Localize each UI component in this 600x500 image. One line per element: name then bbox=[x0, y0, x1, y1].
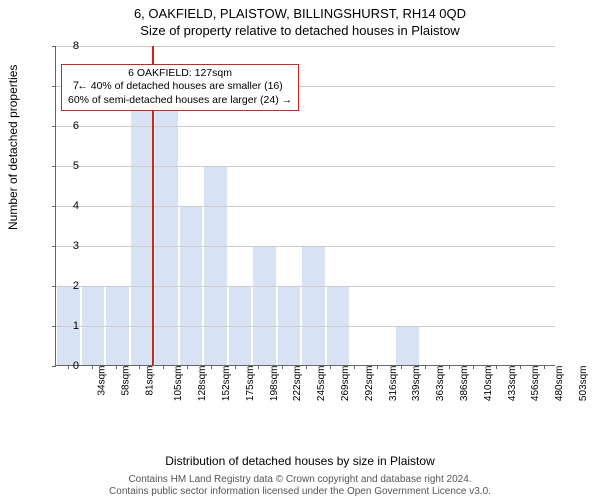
annotation-line: 60% of semi-detached houses are larger (… bbox=[68, 94, 292, 108]
annotation-box: 6 OAKFIELD: 127sqm← 40% of detached hous… bbox=[61, 64, 299, 111]
histogram-bar bbox=[81, 285, 106, 365]
footer-line-2: Contains public sector information licen… bbox=[0, 486, 600, 498]
xtick-label: 175sqm bbox=[245, 366, 256, 402]
ytick-label: 6 bbox=[73, 120, 79, 132]
plot-area: 34sqm58sqm81sqm105sqm128sqm152sqm175sqm1… bbox=[55, 46, 555, 366]
footer-line-1: Contains HM Land Registry data © Crown c… bbox=[0, 474, 600, 486]
xtick-label: 503sqm bbox=[578, 366, 589, 402]
xtick-mark bbox=[473, 365, 474, 369]
gridline bbox=[56, 246, 555, 247]
xtick-mark bbox=[401, 365, 402, 369]
histogram-bar bbox=[105, 285, 130, 365]
xtick-label: 34sqm bbox=[96, 366, 107, 396]
xtick-mark bbox=[258, 365, 259, 369]
ytick-mark bbox=[52, 246, 56, 247]
xtick-label: 410sqm bbox=[483, 366, 494, 402]
histogram-bar bbox=[154, 85, 179, 365]
xtick-mark bbox=[425, 365, 426, 369]
xtick-mark bbox=[330, 365, 331, 369]
histogram-bar bbox=[203, 165, 228, 365]
xtick-label: 316sqm bbox=[388, 366, 399, 402]
title-sub: Size of property relative to detached ho… bbox=[0, 21, 600, 38]
ytick-mark bbox=[52, 126, 56, 127]
ytick-label: 3 bbox=[73, 240, 79, 252]
ytick-mark bbox=[52, 206, 56, 207]
xtick-mark bbox=[163, 365, 164, 369]
xtick-label: 269sqm bbox=[340, 366, 351, 402]
xtick-label: 339sqm bbox=[412, 366, 423, 402]
xtick-label: 456sqm bbox=[531, 366, 542, 402]
ytick-label: 2 bbox=[73, 280, 79, 292]
annotation-line: 6 OAKFIELD: 127sqm bbox=[68, 67, 292, 81]
histogram-bar bbox=[179, 205, 204, 365]
y-axis-label: Number of detached properties bbox=[6, 65, 20, 230]
xtick-label: 81sqm bbox=[144, 366, 155, 396]
xtick-mark bbox=[544, 365, 545, 369]
xtick-label: 292sqm bbox=[364, 366, 375, 402]
annotation-line: ← 40% of detached houses are smaller (16… bbox=[68, 80, 292, 94]
xtick-mark bbox=[139, 365, 140, 369]
xtick-mark bbox=[92, 365, 93, 369]
ytick-label: 7 bbox=[73, 80, 79, 92]
xtick-label: 105sqm bbox=[173, 366, 184, 402]
plot-wrap: 34sqm 58sqm 81sqm 105sqm 128sqm 152sqm 175sqm 1… bbox=[55, 46, 585, 416]
xtick-label: 128sqm bbox=[197, 366, 208, 402]
footer-attribution: Contains HM Land Registry data © Crown c… bbox=[0, 474, 600, 498]
xtick-mark bbox=[496, 365, 497, 369]
x-axis-label: Distribution of detached houses by size … bbox=[0, 454, 600, 468]
histogram-bar bbox=[395, 325, 420, 365]
xtick-mark bbox=[282, 365, 283, 369]
histogram-bar bbox=[301, 245, 326, 365]
gridline bbox=[56, 46, 555, 47]
xtick-mark bbox=[116, 365, 117, 369]
gridline bbox=[56, 286, 555, 287]
xtick-mark bbox=[377, 365, 378, 369]
title-main: 6, OAKFIELD, PLAISTOW, BILLINGSHURST, RH… bbox=[0, 0, 600, 21]
xtick-label: 433sqm bbox=[507, 366, 518, 402]
histogram-bar bbox=[130, 85, 155, 365]
gridline bbox=[56, 166, 555, 167]
ytick-mark bbox=[52, 46, 56, 47]
histogram-bar bbox=[326, 285, 351, 365]
gridline bbox=[56, 206, 555, 207]
ytick-mark bbox=[52, 286, 56, 287]
xtick-mark bbox=[211, 365, 212, 369]
xtick-mark bbox=[520, 365, 521, 369]
xtick-label: 386sqm bbox=[459, 366, 470, 402]
xtick-label: 480sqm bbox=[554, 366, 565, 402]
histogram-bar bbox=[252, 245, 277, 365]
xtick-mark bbox=[187, 365, 188, 369]
xtick-label: 58sqm bbox=[120, 366, 131, 396]
xtick-label: 363sqm bbox=[435, 366, 446, 402]
gridline bbox=[56, 326, 555, 327]
histogram-bar bbox=[228, 285, 253, 365]
ytick-label: 0 bbox=[73, 360, 79, 372]
ytick-label: 4 bbox=[73, 200, 79, 212]
ytick-mark bbox=[52, 86, 56, 87]
histogram-bar bbox=[277, 285, 302, 365]
xtick-label: 222sqm bbox=[292, 366, 303, 402]
ytick-label: 8 bbox=[73, 40, 79, 52]
ytick-mark bbox=[52, 166, 56, 167]
xtick-mark bbox=[68, 365, 69, 369]
ytick-label: 1 bbox=[73, 320, 79, 332]
xtick-label: 152sqm bbox=[221, 366, 232, 402]
gridline bbox=[56, 126, 555, 127]
ytick-label: 5 bbox=[73, 160, 79, 172]
xtick-mark bbox=[449, 365, 450, 369]
xtick-mark bbox=[354, 365, 355, 369]
xtick-label: 245sqm bbox=[316, 366, 327, 402]
xtick-label: 198sqm bbox=[269, 366, 280, 402]
ytick-mark bbox=[52, 326, 56, 327]
ytick-mark bbox=[52, 366, 56, 367]
xtick-mark bbox=[306, 365, 307, 369]
xtick-mark bbox=[235, 365, 236, 369]
